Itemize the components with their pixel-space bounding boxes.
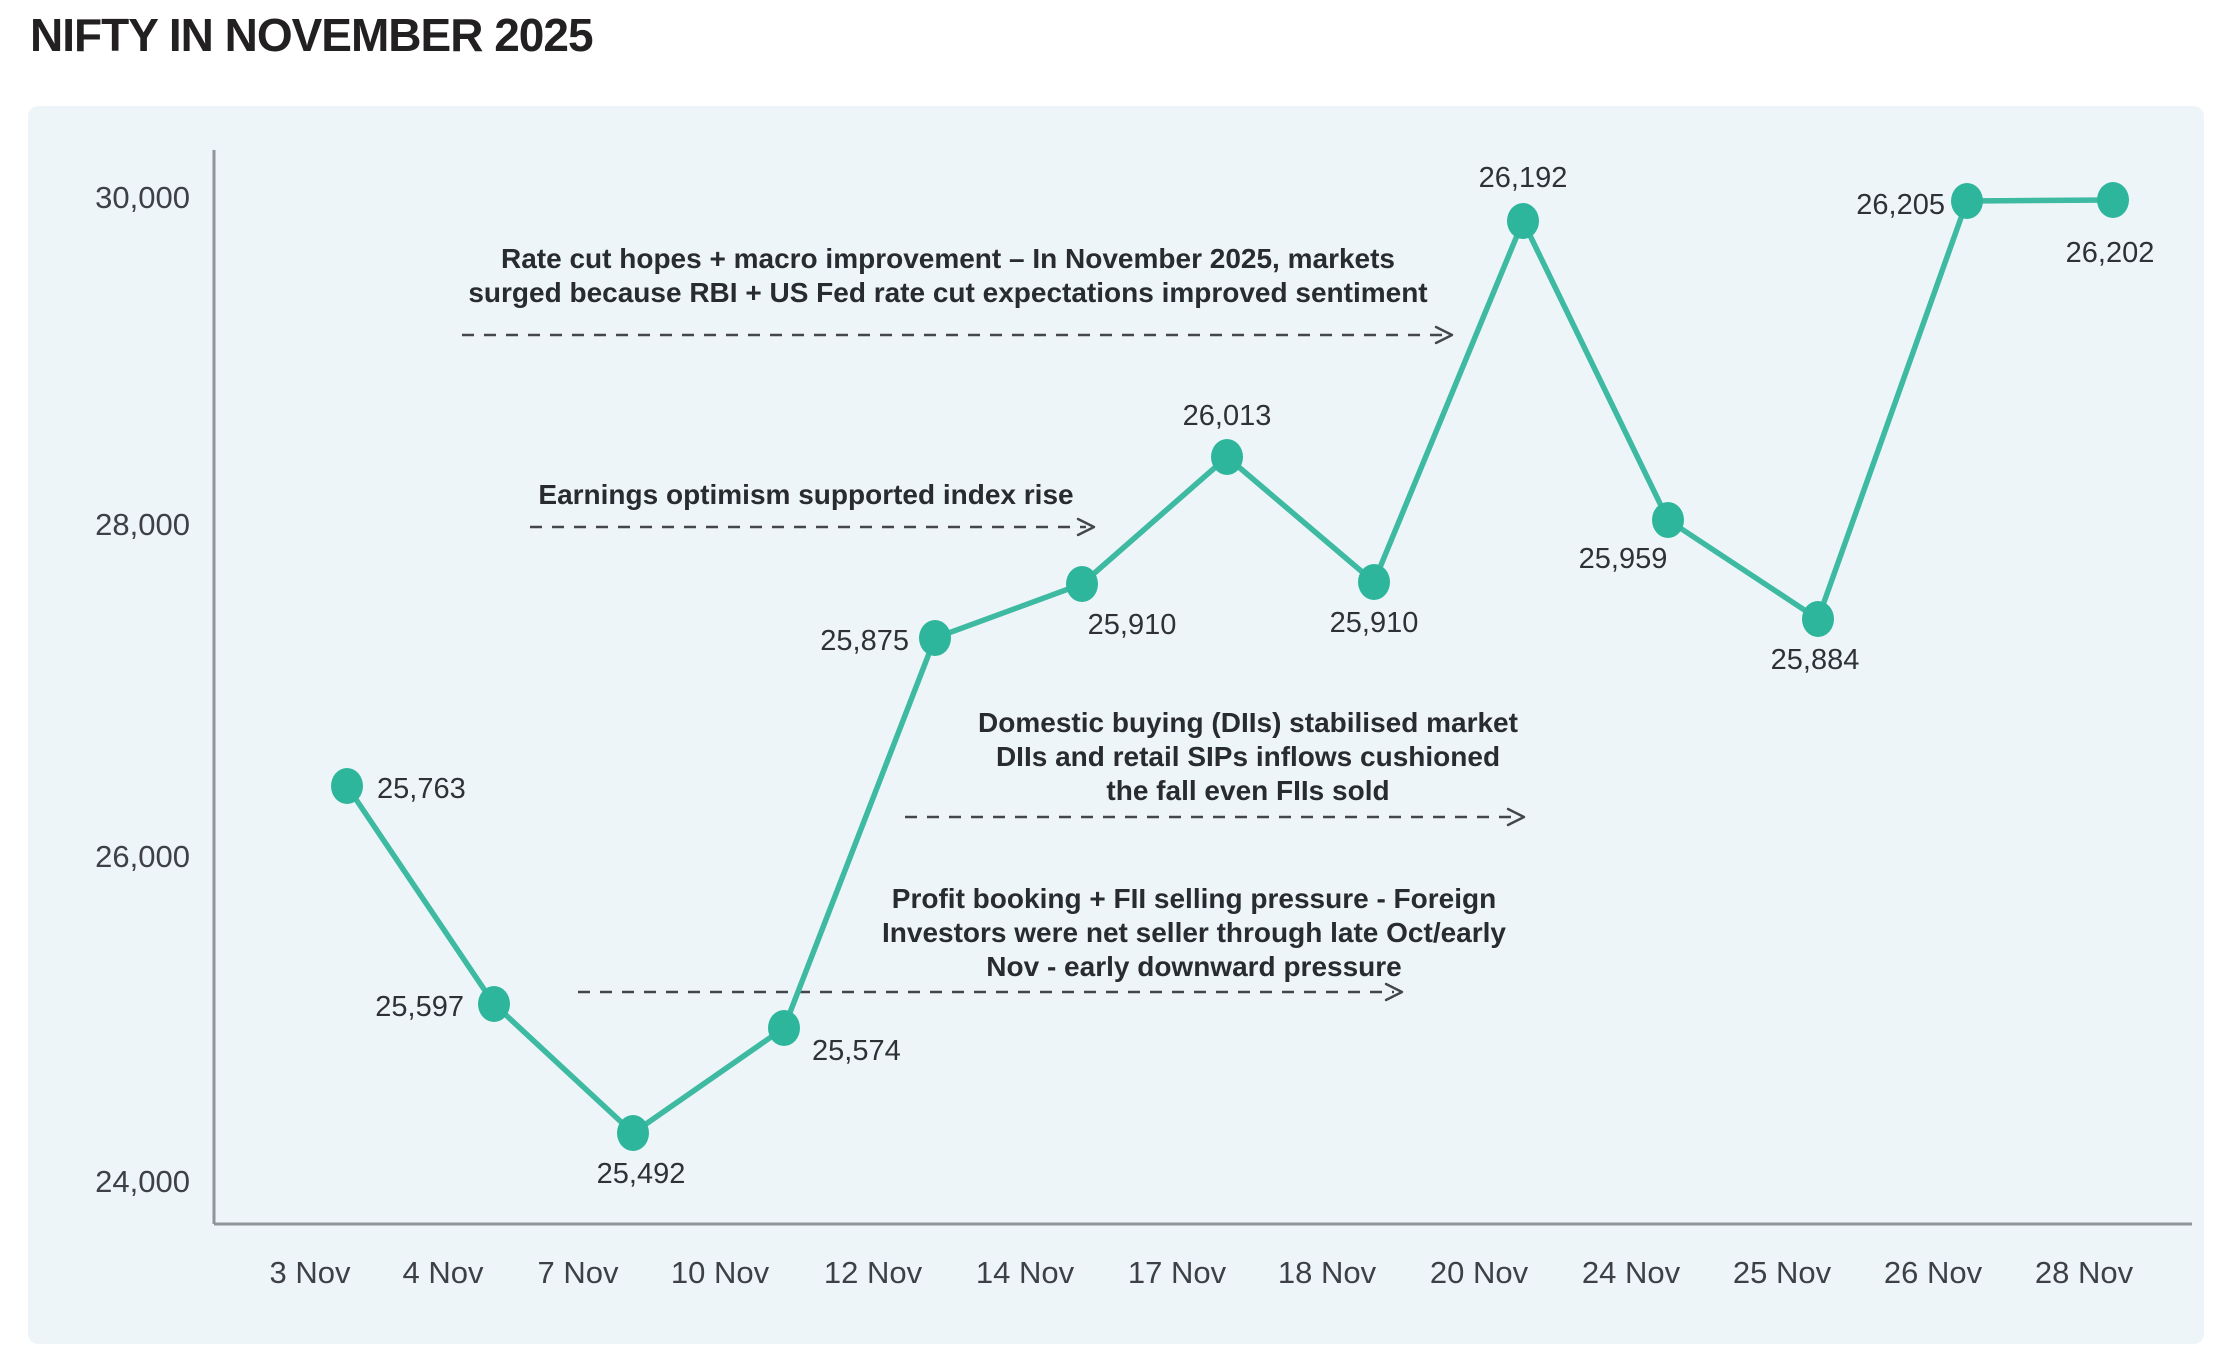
data-point-label: 25,492 [597, 1158, 686, 1190]
annotation-text: Investors were net seller through late O… [882, 917, 1506, 948]
annotation-text: the fall even FIIs sold [1106, 775, 1389, 806]
x-axis-tick-label: 18 Nov [1278, 1255, 1377, 1290]
annotation-arrowhead [1506, 807, 1526, 827]
annotation-arrowhead [1434, 325, 1454, 345]
x-axis-tick-label: 10 Nov [671, 1255, 770, 1290]
data-point-marker [331, 768, 363, 804]
chart-panel-background [28, 106, 2204, 1344]
annotation-text: Earnings optimism supported index rise [538, 479, 1073, 510]
data-point-marker [1066, 566, 1098, 602]
data-point-marker [1951, 183, 1983, 219]
data-point-marker [1358, 564, 1390, 600]
x-axis-tick-label: 20 Nov [1430, 1255, 1529, 1290]
x-axis-tick-label: 7 Nov [538, 1255, 619, 1290]
data-point-label: 25,763 [377, 773, 466, 805]
data-point-label: 25,884 [1771, 644, 1860, 676]
x-axis-tick-label: 28 Nov [2035, 1255, 2134, 1290]
data-point-marker [768, 1010, 800, 1046]
annotation-arrowhead [1076, 517, 1096, 537]
data-point-marker [1802, 601, 1834, 637]
data-point-label: 25,574 [812, 1035, 901, 1067]
data-point-marker [1507, 203, 1539, 239]
x-axis-tick-label: 24 Nov [1582, 1255, 1681, 1290]
x-axis-tick-label: 4 Nov [403, 1255, 484, 1290]
annotation-text: surged because RBI + US Fed rate cut exp… [468, 277, 1427, 308]
y-axis-tick-label: 28,000 [95, 507, 190, 542]
data-point-label: 26,013 [1183, 400, 1272, 432]
data-point-marker [2097, 182, 2129, 218]
data-point-marker [919, 620, 951, 656]
x-axis-tick-label: 14 Nov [976, 1255, 1075, 1290]
x-axis-tick-label: 17 Nov [1128, 1255, 1227, 1290]
data-point-label: 25,910 [1330, 607, 1419, 639]
y-axis-tick-label: 30,000 [95, 180, 190, 215]
annotation-arrowhead [1384, 982, 1404, 1002]
x-axis-tick-label: 3 Nov [270, 1255, 351, 1290]
data-point-label: 26,192 [1479, 162, 1568, 194]
data-point-marker [1211, 439, 1243, 475]
annotation-text: Nov - early downward pressure [986, 951, 1401, 982]
data-point-marker [478, 986, 510, 1022]
x-axis-tick-label: 26 Nov [1884, 1255, 1983, 1290]
annotation-text: DIIs and retail SIPs inflows cushioned [996, 741, 1500, 772]
annotation-text: Domestic buying (DIIs) stabilised market [978, 707, 1518, 738]
annotation-text: Profit booking + FII selling pressure - … [892, 883, 1496, 914]
y-axis-tick-label: 24,000 [95, 1164, 190, 1199]
data-point-label: 25,959 [1579, 543, 1668, 575]
data-point-label: 26,205 [1856, 189, 1945, 221]
data-point-label: 25,875 [820, 625, 909, 657]
data-point-marker [1652, 502, 1684, 538]
annotation-text: Rate cut hopes + macro improvement – In … [501, 243, 1395, 274]
page-title: NIFTY IN NOVEMBER 2025 [30, 9, 594, 61]
x-axis-tick-label: 12 Nov [824, 1255, 923, 1290]
x-axis-tick-label: 25 Nov [1733, 1255, 1832, 1290]
data-point-marker [617, 1115, 649, 1151]
data-point-label: 25,597 [375, 991, 464, 1023]
y-axis-tick-label: 26,000 [95, 839, 190, 874]
data-point-label: 25,910 [1088, 609, 1177, 641]
data-point-label: 26,202 [2066, 237, 2155, 269]
